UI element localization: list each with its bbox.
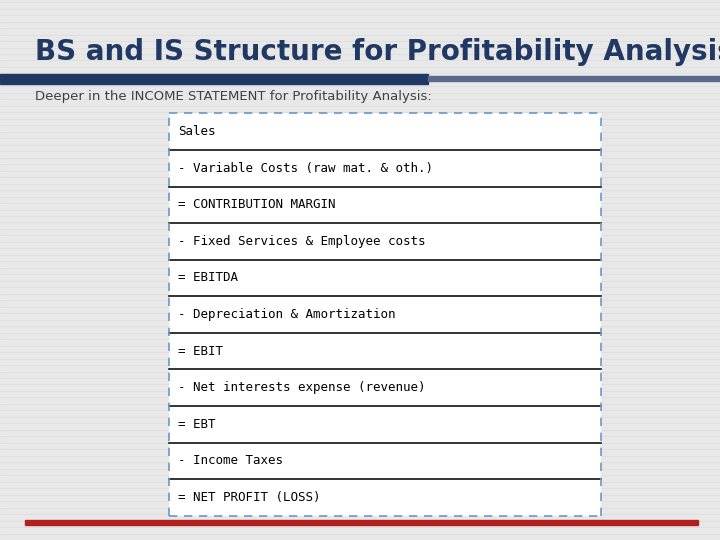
Bar [169,113,601,516]
Bar [428,76,720,82]
Text: - Net interests expense (revenue): - Net interests expense (revenue) [178,381,426,394]
Bar [25,520,698,525]
Text: = CONTRIBUTION MARGIN: = CONTRIBUTION MARGIN [178,198,336,211]
Text: - Variable Costs (raw mat. & oth.): - Variable Costs (raw mat. & oth.) [178,162,433,175]
Text: Deeper in the INCOME STATEMENT for Profitability Analysis:: Deeper in the INCOME STATEMENT for Profi… [35,90,431,103]
Text: BS and IS Structure for Profitability Analysis: BS and IS Structure for Profitability An… [35,38,720,66]
Bar [0,74,428,84]
Text: - Depreciation & Amortization: - Depreciation & Amortization [178,308,395,321]
Text: - Income Taxes: - Income Taxes [178,454,283,467]
Text: = EBITDA: = EBITDA [178,272,238,285]
Text: = EBT: = EBT [178,418,215,431]
Text: Sales: Sales [178,125,215,138]
Text: = EBIT: = EBIT [178,345,223,357]
Text: - Fixed Services & Employee costs: - Fixed Services & Employee costs [178,235,426,248]
Text: = NET PROFIT (LOSS): = NET PROFIT (LOSS) [178,491,320,504]
